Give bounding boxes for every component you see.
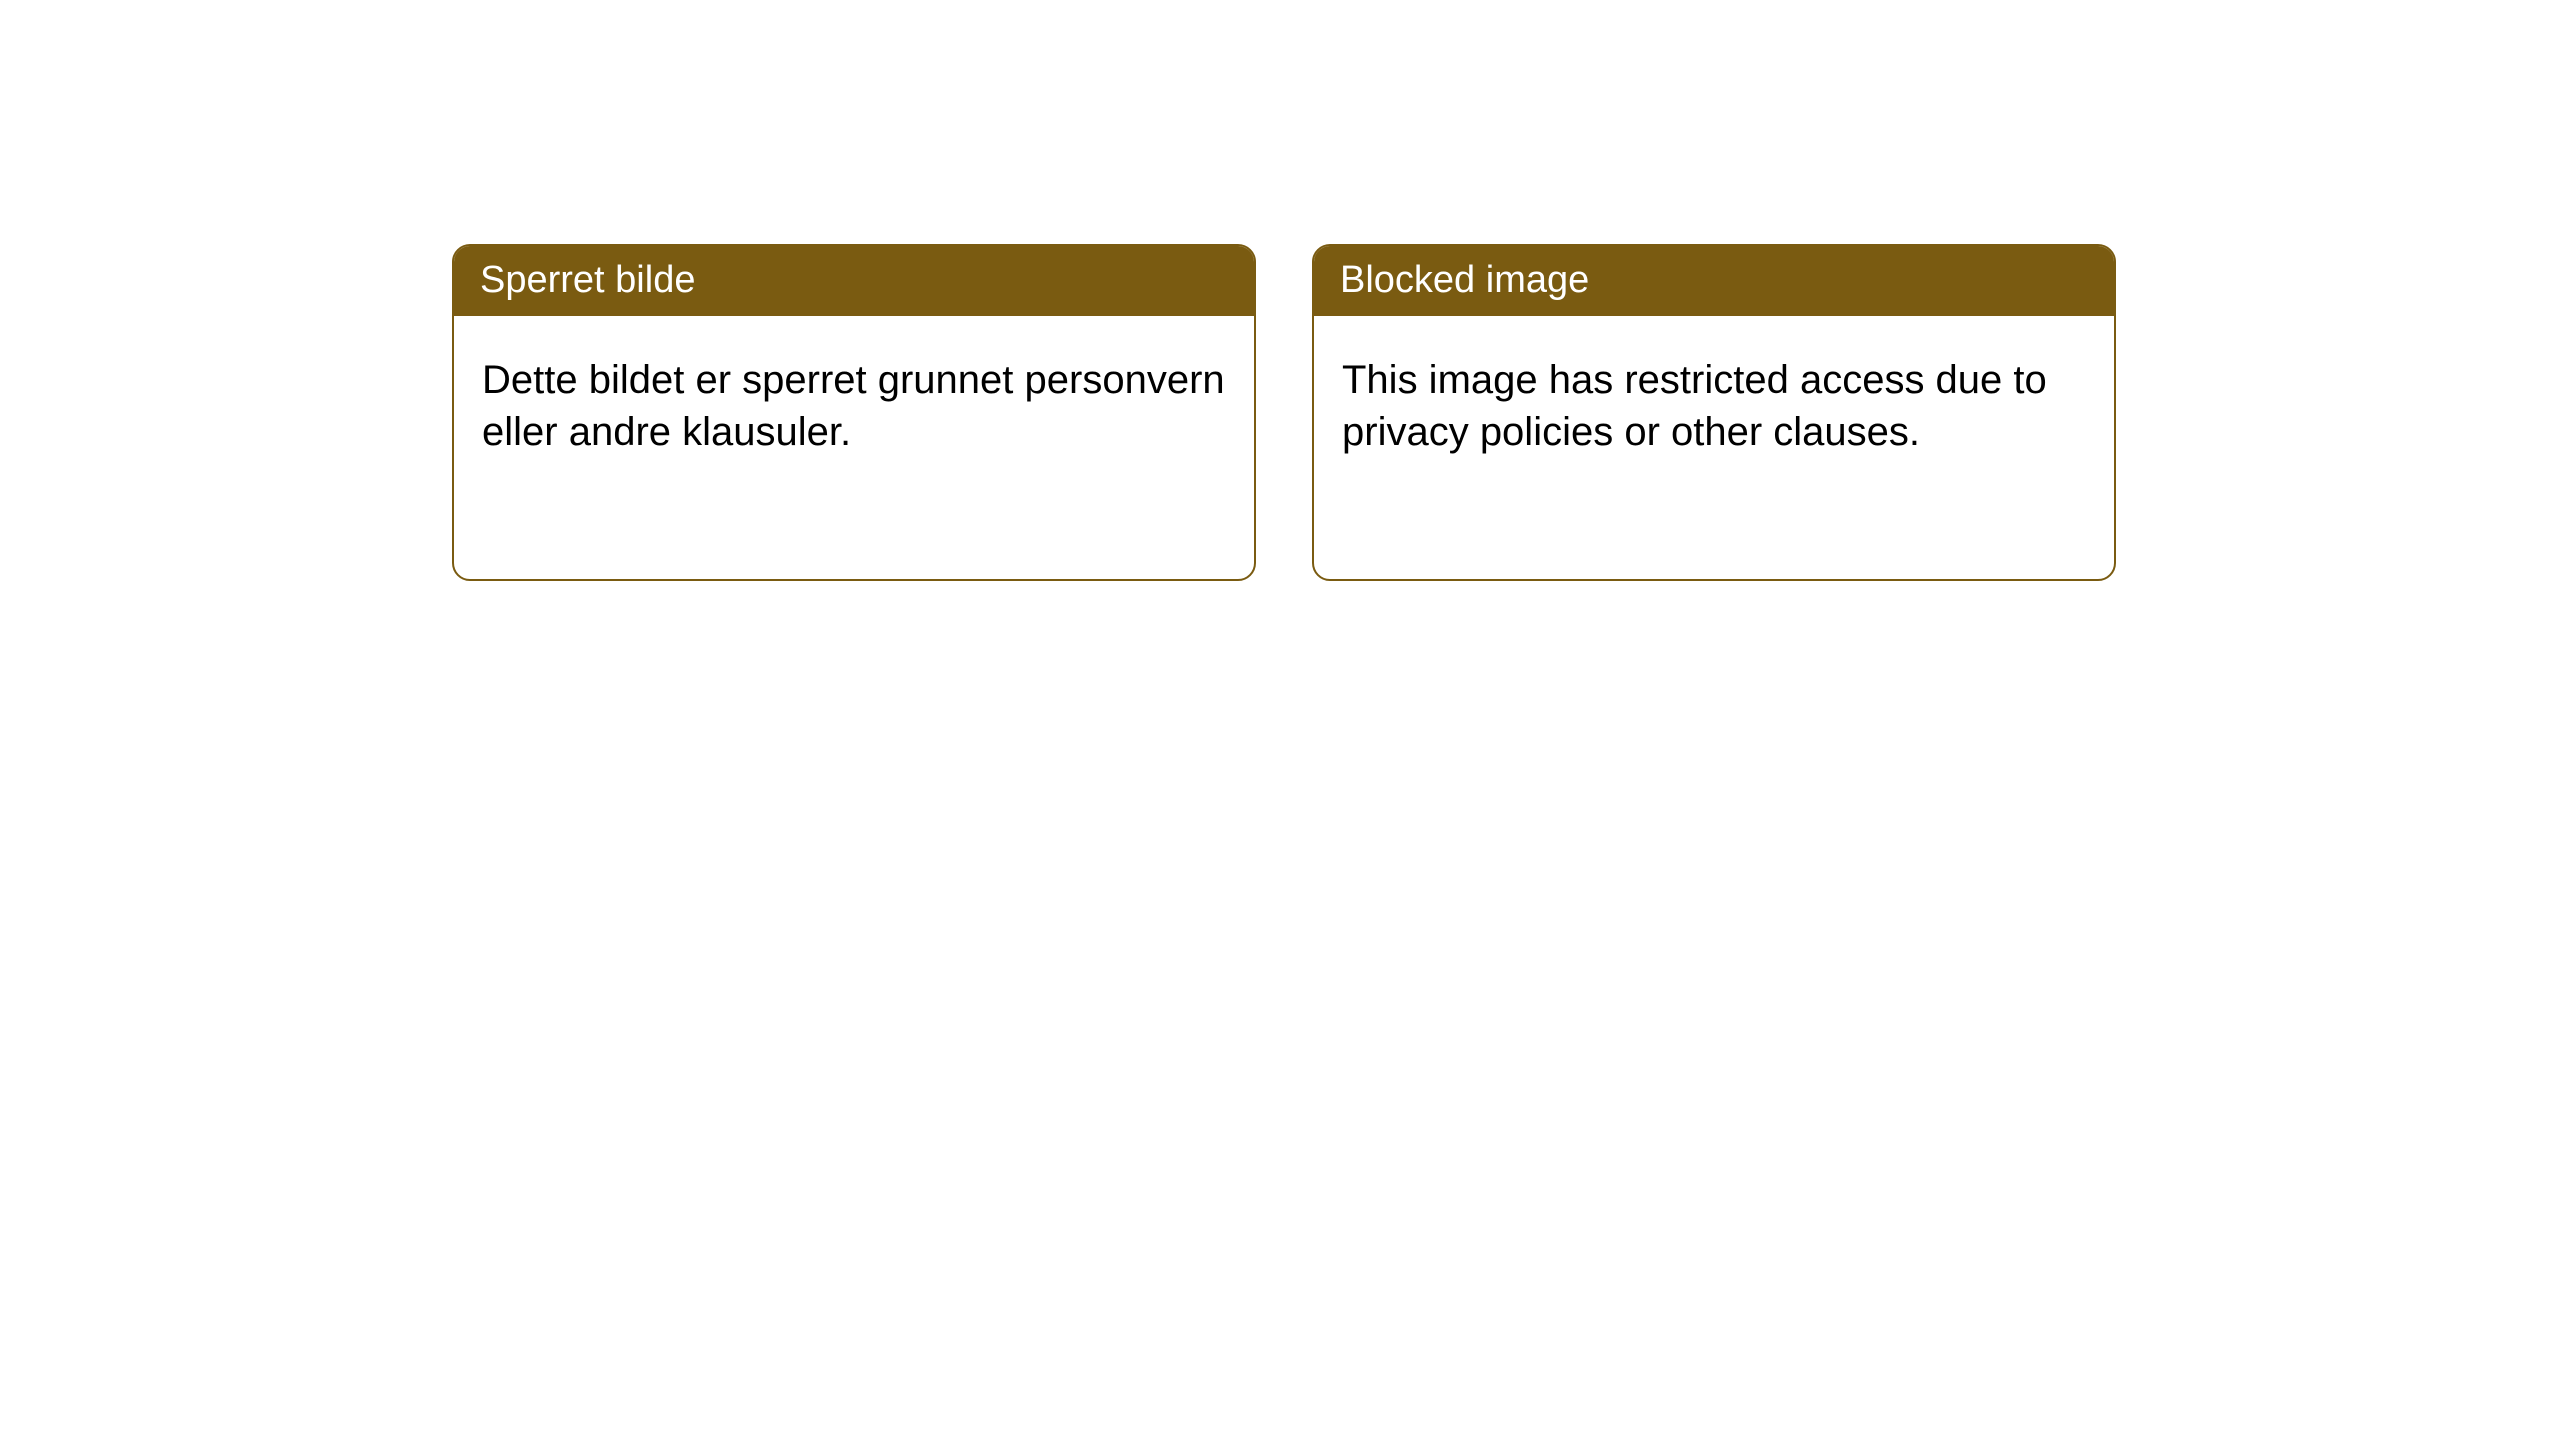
card-text-english: This image has restricted access due to … [1342, 358, 2047, 454]
notice-card-english: Blocked image This image has restricted … [1312, 244, 2116, 581]
card-text-norwegian: Dette bildet er sperret grunnet personve… [482, 358, 1225, 454]
card-header-norwegian: Sperret bilde [454, 246, 1254, 316]
card-body-english: This image has restricted access due to … [1314, 316, 2114, 496]
notice-card-norwegian: Sperret bilde Dette bildet er sperret gr… [452, 244, 1256, 581]
card-title-norwegian: Sperret bilde [480, 259, 695, 301]
card-body-norwegian: Dette bildet er sperret grunnet personve… [454, 316, 1254, 496]
card-header-english: Blocked image [1314, 246, 2114, 316]
card-title-english: Blocked image [1340, 259, 1589, 301]
notice-container: Sperret bilde Dette bildet er sperret gr… [452, 244, 2116, 581]
